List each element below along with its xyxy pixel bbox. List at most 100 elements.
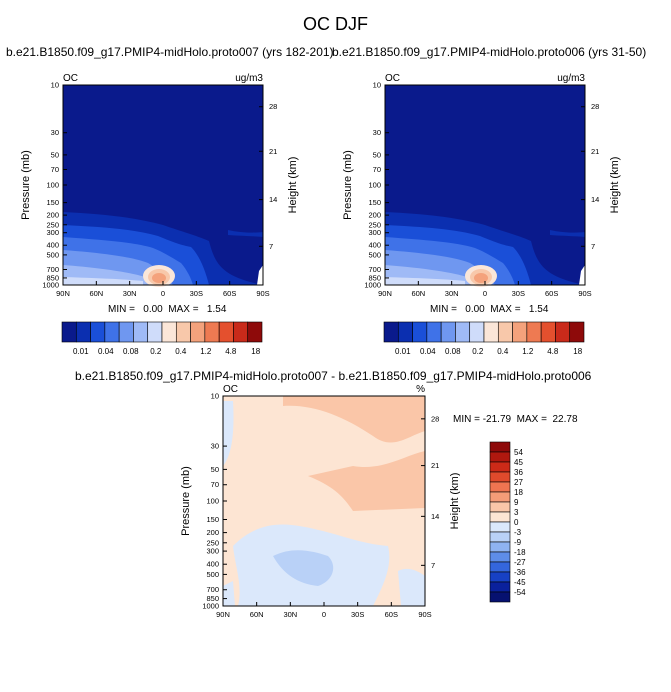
- colorbar-label: 18: [514, 488, 523, 497]
- y-tick-label: 10: [211, 392, 219, 401]
- colorbar-label: -27: [514, 558, 526, 567]
- colorbar-label: -36: [514, 568, 526, 577]
- colorbar-swatch: [489, 591, 511, 603]
- y-right-tick-label: 7: [591, 242, 595, 251]
- colorbar-label: 3: [514, 508, 519, 517]
- colorbar-label: 0.08: [123, 347, 139, 356]
- panel-1-chart: 90N 60N 30N 0 30S 60S 90S 10 30 50 70 100 150 2002503…: [20, 73, 299, 298]
- y-tick-label: 70: [51, 165, 59, 174]
- panel-1-field: [63, 212, 263, 287]
- colorbar-swatch: [489, 551, 511, 563]
- y-tick-label: 10: [373, 81, 381, 90]
- colorbar-swatch: [383, 321, 399, 343]
- x-tick-label: 90S: [256, 289, 269, 298]
- colorbar-swatch: [489, 471, 511, 483]
- y-tick-label: 100: [206, 497, 219, 506]
- colorbar-swatch: [489, 451, 511, 463]
- colorbar-swatch: [412, 321, 428, 343]
- panel-1-title: b.e21.B1850.f09_g17.PMIP4-midHolo.proto0…: [6, 45, 334, 59]
- y-tick-label: 250: [46, 220, 59, 229]
- panel-2-field: [385, 212, 585, 287]
- colorbar-swatch: [489, 561, 511, 573]
- x-tick-label: 90S: [578, 289, 591, 298]
- y-tick-label: 100: [368, 181, 381, 190]
- y-tick-label: 700: [206, 585, 219, 594]
- x-tick-label: 0: [483, 289, 487, 298]
- figure-title: OC DJF: [303, 14, 368, 34]
- colorbar-swatch: [489, 541, 511, 553]
- colorbar-swatch: [526, 321, 542, 343]
- diff-negative-right: [398, 568, 425, 606]
- colorbar-label: 0.08: [445, 347, 461, 356]
- colorbar-swatch: [190, 321, 206, 343]
- colorbar-label: 0.04: [98, 347, 114, 356]
- panel-3-axes: 90N 60N 30N 0 30S 60S 90S 10 30 50 70 100 150 2002503…: [180, 384, 460, 619]
- diff-positive-band: [283, 396, 425, 443]
- y-right-tick-label: 28: [269, 102, 277, 111]
- colorbar-swatch: [90, 321, 106, 343]
- colorbar-label: 0.4: [497, 347, 509, 356]
- colorbar-swatch: [489, 531, 511, 543]
- corner-label-left: OC: [223, 384, 238, 395]
- y-tick-label: 150: [368, 198, 381, 207]
- x-tick-label: 60N: [250, 610, 264, 619]
- colorbar-label: 4.8: [547, 347, 559, 356]
- colorbar-swatch: [497, 321, 513, 343]
- y-tick-label: 50: [373, 150, 381, 159]
- panel-3-title: b.e21.B1850.f09_g17.PMIP4-midHolo.proto0…: [75, 369, 592, 383]
- y-tick-label: 10: [51, 81, 59, 90]
- colorbar-label: 1.2: [200, 347, 212, 356]
- colorbar-label: 9: [514, 498, 519, 507]
- colorbar-swatch: [489, 501, 511, 513]
- x-tick-label: 30N: [445, 289, 459, 298]
- colorbar-label: -45: [514, 578, 526, 587]
- diff-positive-band-2: [308, 451, 425, 511]
- y-right-axis-title: Height (km): [287, 157, 299, 214]
- y-tick-label: 400: [46, 241, 59, 250]
- contour-level-6: [63, 277, 143, 285]
- panel-2-stats: MIN = 0.00 MAX = 1.54: [430, 304, 549, 315]
- y-tick-label: 850: [368, 273, 381, 282]
- colorbar-label: 0: [514, 518, 519, 527]
- colorbar-swatch: [204, 321, 220, 343]
- y-tick-label: 400: [206, 560, 219, 569]
- panel-2-title: b.e21.B1850.f09_g17.PMIP4-midHolo.proto0…: [332, 45, 647, 59]
- colorbar-swatch: [175, 321, 191, 343]
- panel-3-chart: 90N 60N 30N 0 30S 60S 90S 10 30 50 70 100 150 2002503…: [180, 384, 460, 619]
- y-axis-title: Pressure (mb): [20, 150, 32, 220]
- y-tick-label: 500: [46, 250, 59, 259]
- y-right-tick-label: 14: [269, 195, 277, 204]
- colorbar-swatch: [489, 581, 511, 593]
- colorbar-swatch: [426, 321, 442, 343]
- y-tick-label: 850: [206, 594, 219, 603]
- y-tick-label: 300: [368, 228, 381, 237]
- y-tick-label: 100: [46, 181, 59, 190]
- y-tick-label: 70: [373, 165, 381, 174]
- y-tick-label: 400: [368, 241, 381, 250]
- colorbar-label: 18: [573, 347, 582, 356]
- missing-data-region: [579, 265, 585, 285]
- x-tick-label: 60N: [411, 289, 425, 298]
- y-tick-label: 1000: [364, 281, 381, 290]
- colorbar-swatch: [555, 321, 571, 343]
- y-axis-title: Pressure (mb): [180, 466, 192, 536]
- contour-level-1b: [228, 230, 263, 237]
- y-tick-label: 300: [206, 547, 219, 556]
- y-right-tick-label: 7: [269, 242, 273, 251]
- colorbar-label: 36: [514, 468, 523, 477]
- diff-negative-left: [223, 401, 234, 466]
- x-tick-label: 30N: [123, 289, 137, 298]
- y-right-tick-label: 7: [431, 561, 435, 570]
- y-tick-label: 300: [46, 228, 59, 237]
- colorbar-label: 45: [514, 458, 523, 467]
- y-tick-label: 200: [206, 528, 219, 537]
- x-tick-label: 30S: [512, 289, 525, 298]
- diff-negative-core: [273, 550, 334, 586]
- colorbar-swatch: [469, 321, 485, 343]
- colorbar-label: 4.8: [225, 347, 237, 356]
- colorbar-label: 27: [514, 478, 523, 487]
- colorbar-swatch: [104, 321, 120, 343]
- colorbar-swatch: [218, 321, 234, 343]
- colorbar-swatch: [569, 321, 585, 343]
- colorbar-swatch: [61, 321, 77, 343]
